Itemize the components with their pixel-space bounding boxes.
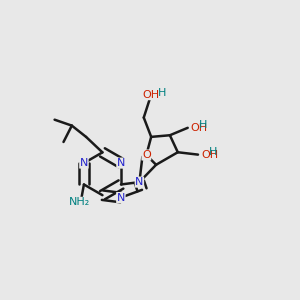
Text: NH₂: NH₂ (69, 197, 90, 207)
Text: OH: OH (142, 90, 160, 100)
Text: OH: OH (202, 150, 219, 160)
Text: O: O (142, 150, 151, 160)
Text: H: H (209, 147, 218, 157)
Text: N: N (80, 158, 88, 168)
Text: H: H (199, 120, 207, 130)
Text: N: N (117, 158, 125, 168)
Text: OH: OH (191, 123, 208, 133)
Text: N: N (135, 177, 144, 187)
Text: N: N (117, 193, 125, 202)
Text: H: H (158, 88, 166, 98)
